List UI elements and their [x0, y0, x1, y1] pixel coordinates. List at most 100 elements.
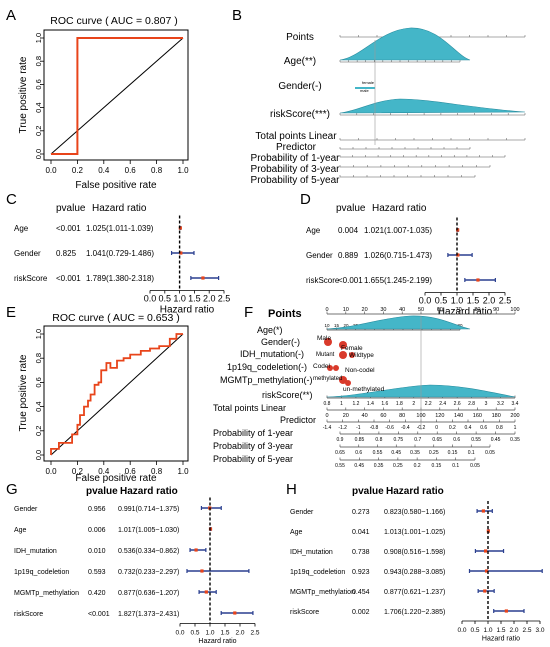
roc-e-ytick-label: 0.0 [34, 450, 43, 460]
forest-h-row-pvalue: 0.738 [352, 549, 370, 556]
forest-d-header-pvalue: pvalue [336, 203, 366, 214]
panel-label-d: D [300, 191, 311, 208]
nomo-b-gender-female: female [362, 80, 375, 85]
forest-c-xtick-label: 2.5 [218, 294, 231, 304]
forest-g-row-hr: 0.536(0.334~0.862) [118, 548, 179, 555]
forest-g-header-pvalue: pvalue [86, 486, 118, 497]
roc-e-xtick-label: 1.0 [177, 467, 189, 476]
forest-d-row-pvalue: 0.889 [338, 251, 359, 260]
nomo-f-total-tick-label: 60 [380, 413, 386, 419]
nomo-f-total-tick-label: 180 [492, 413, 501, 419]
roc-reference-line-a [50, 37, 184, 155]
nomo-f-risk-tick-label: 3 [485, 401, 488, 407]
nomo-f-risk-tick-label: 0.8 [324, 401, 331, 407]
nomo-f-linear-tick-label: 0 [435, 425, 438, 431]
forest-g-row-pvalue: 0.593 [88, 569, 106, 576]
nomo-f-points-tick-label: 70 [456, 307, 462, 313]
nomo-f-total-tick-label: 0 [325, 413, 328, 419]
nomo-b-row-label: riskScore(***) [270, 109, 330, 120]
roc-curve-a [51, 37, 183, 155]
forest-c-header-hr: Hazard ratio [92, 203, 147, 214]
forest-g-row-name: Age [14, 527, 27, 534]
nomo-b-row-label: Probability of 5-year [251, 175, 341, 186]
forest-h-row-name: Gender [290, 509, 314, 516]
roc-chart-a: ROC curve ( AUC = 0.807 ) 0.0 0.2 0.4 0.6 0.… [18, 15, 189, 191]
nomo-f-row-label: Probability of 1-year [213, 428, 293, 438]
forest-d-hr-point [456, 253, 460, 257]
roc-a-ytick-label: 0.0 [34, 149, 43, 159]
roc-a-ytick-label: 0.8 [34, 56, 43, 66]
nomo-f-points-tick-label: 100 [510, 307, 519, 313]
nomo-f-linear-tick-label: 1 [514, 425, 517, 431]
nomo-f-linear-tick-label: 0.2 [449, 425, 456, 431]
nomo-b-row-label: Predictor [276, 142, 317, 153]
nomo-f-idh-wild-dot [349, 352, 355, 358]
forest-h-row-name: MGMTp_methylation [290, 589, 355, 596]
forest-g-row-pvalue: 0.006 [88, 527, 106, 534]
nomo-f-row-label: Probability of 5-year [213, 454, 293, 464]
nomo-f-row-label: Age(*) [257, 325, 283, 335]
panel-label-a: A [6, 7, 16, 24]
nomo-f-points-tick-label: 80 [474, 307, 480, 313]
forest-g-hr-point [200, 569, 204, 573]
forest-h-row-pvalue: 0.041 [352, 529, 370, 536]
roc-xlabel-e: False positive rate [75, 473, 157, 484]
forest-g-xtick-label: 0.5 [190, 630, 199, 637]
nomogram-b: Points Age(**) Gender(-) riskScore(***) Tota… [251, 27, 526, 186]
forest-h-xtick-label: 1.5 [496, 627, 505, 634]
nomo-f-risk-tick-label: 1 [340, 401, 343, 407]
roc-title-e: ROC curve ( AUC = 0.653 ) [52, 312, 180, 324]
forest-g-xlabel: Hazard ratio [198, 638, 236, 645]
forest-g-row-pvalue: <0.001 [88, 611, 110, 618]
forest-c-row-pvalue: 0.825 [56, 249, 77, 258]
nomo-f-row-label: Probability of 3-year [213, 441, 293, 451]
nomo-f-p1-tick-label: 0.8 [375, 437, 382, 443]
nomo-f-level-mutant: Mutant [316, 352, 335, 358]
nomo-f-points-tick-label: 50 [418, 307, 424, 313]
forest-h-row-name: IDH_mutation [290, 549, 333, 556]
nomo-f-points-tick-label: 0 [325, 307, 328, 313]
forest-g-hr-point [194, 548, 198, 552]
nomo-f-p5-tick-label: 0.1 [452, 463, 459, 469]
forest-g: pvalue Hazard ratio Gender 0.956 0.991(0.7… [14, 486, 260, 645]
nomo-f-points-tick-label: 20 [362, 307, 368, 313]
nomo-f-level-wildtype: Wildtype [349, 352, 374, 359]
forest-h-row-name: 1p19q_codeletion [290, 569, 345, 576]
forest-g-row-name: IDH_mutation [14, 548, 57, 555]
nomo-f-linear-tick-label: -0.6 [385, 425, 394, 431]
forest-h-row-name: Age [290, 529, 303, 536]
forest-h-hr-point [481, 509, 485, 513]
forest-h-row-hr: 1.013(1.001~1.025) [384, 529, 445, 536]
forest-g-row-hr: 0.991(0.714~1.375) [118, 506, 179, 513]
nomogram-f: Points Age(*) Gender(-) IDH_mutation(-) 1p19… [213, 307, 520, 469]
nomo-f-p3-tick-label: 0.15 [448, 450, 458, 456]
nomo-f-linear-tick-label: -1.4 [323, 425, 332, 431]
nomo-f-risk-tick-label: 2.2 [425, 401, 432, 407]
forest-c-xtick-label: 0.0 [144, 294, 157, 304]
nomo-f-p3-tick-label: 0.05 [485, 450, 495, 456]
forest-h-hr-point [504, 609, 508, 613]
roc-a-ytick-label: 0.6 [34, 79, 43, 89]
nomo-f-row-label: MGMTp_methylation(-) [220, 375, 313, 385]
forest-h-row-hr: 0.877(0.621~1.237) [384, 589, 445, 596]
forest-d-row-pvalue: <0.001 [338, 276, 363, 285]
nomo-f-age-tick-label: 20 [343, 323, 349, 328]
roc-a-ytick-label: 1.0 [34, 33, 43, 43]
nomo-b-row-label: Gender(-) [278, 81, 321, 92]
roc-e-ytick-label: 0.2 [34, 426, 43, 436]
panel-label-f: F [244, 304, 253, 321]
forest-g-header-hr: Hazard ratio [120, 486, 178, 497]
nomo-f-row-label: Predictor [280, 415, 316, 425]
nomo-f-p5-tick-label: 0.35 [374, 463, 384, 469]
forest-g-row-name: 1p19q_codeletion [14, 569, 69, 576]
forest-h-row-name: riskScore [290, 609, 319, 616]
forest-g-hr-point [204, 590, 208, 594]
roc-a-xtick-label: 0.2 [72, 166, 84, 175]
nomo-f-age-tick-label: 80 [457, 323, 463, 328]
panel-label-b: B [232, 7, 242, 24]
forest-g-row-hr: 1.827(1.373~2.431) [118, 611, 179, 618]
nomo-f-p5-tick-label: 0.25 [393, 463, 403, 469]
forest-h-xlabel: Hazard ratio [482, 636, 520, 643]
nomo-f-risk-tick-label: 1.2 [352, 401, 359, 407]
nomo-f-p1-tick-label: 0.75 [393, 437, 403, 443]
